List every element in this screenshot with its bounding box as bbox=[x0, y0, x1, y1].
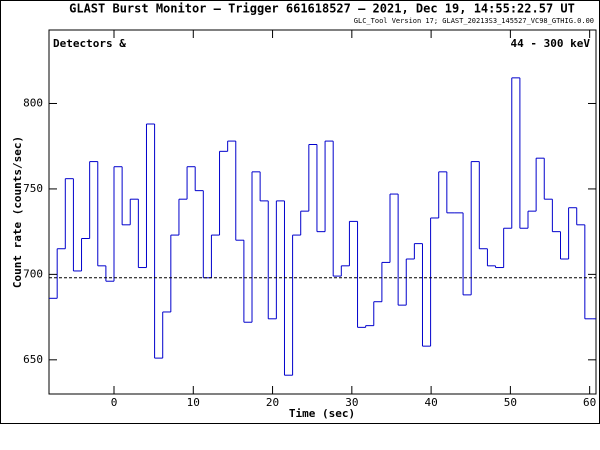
plot bbox=[49, 77, 596, 376]
y-tick-label: 750 bbox=[23, 182, 43, 195]
x-tick-label: 60 bbox=[583, 396, 596, 409]
x-tick-label: 0 bbox=[111, 396, 118, 409]
x-axis-label: Time (sec) bbox=[289, 407, 355, 420]
y-tick-label: 650 bbox=[23, 353, 43, 366]
x-tick-label: 40 bbox=[424, 396, 437, 409]
x-tick-label: 50 bbox=[504, 396, 517, 409]
annotation: 44 - 300 keV bbox=[511, 37, 591, 50]
subtitle: GLC_Tool Version 17; GLAST_20213S3_14552… bbox=[354, 17, 594, 25]
x-tick-label: 10 bbox=[187, 396, 200, 409]
y-axis-label: Count rate (counts/sec) bbox=[11, 136, 24, 288]
plot-area bbox=[48, 29, 597, 395]
frame bbox=[0, 0, 600, 424]
x-tick-label: 30 bbox=[345, 396, 358, 409]
x-tick-label: 20 bbox=[266, 396, 279, 409]
y-tick-label: 700 bbox=[23, 267, 43, 280]
chart-title: GLAST Burst Monitor – Trigger 661618527 … bbox=[69, 2, 575, 16]
y-tick-label: 800 bbox=[23, 96, 43, 109]
annotation: Detectors & bbox=[53, 37, 126, 50]
